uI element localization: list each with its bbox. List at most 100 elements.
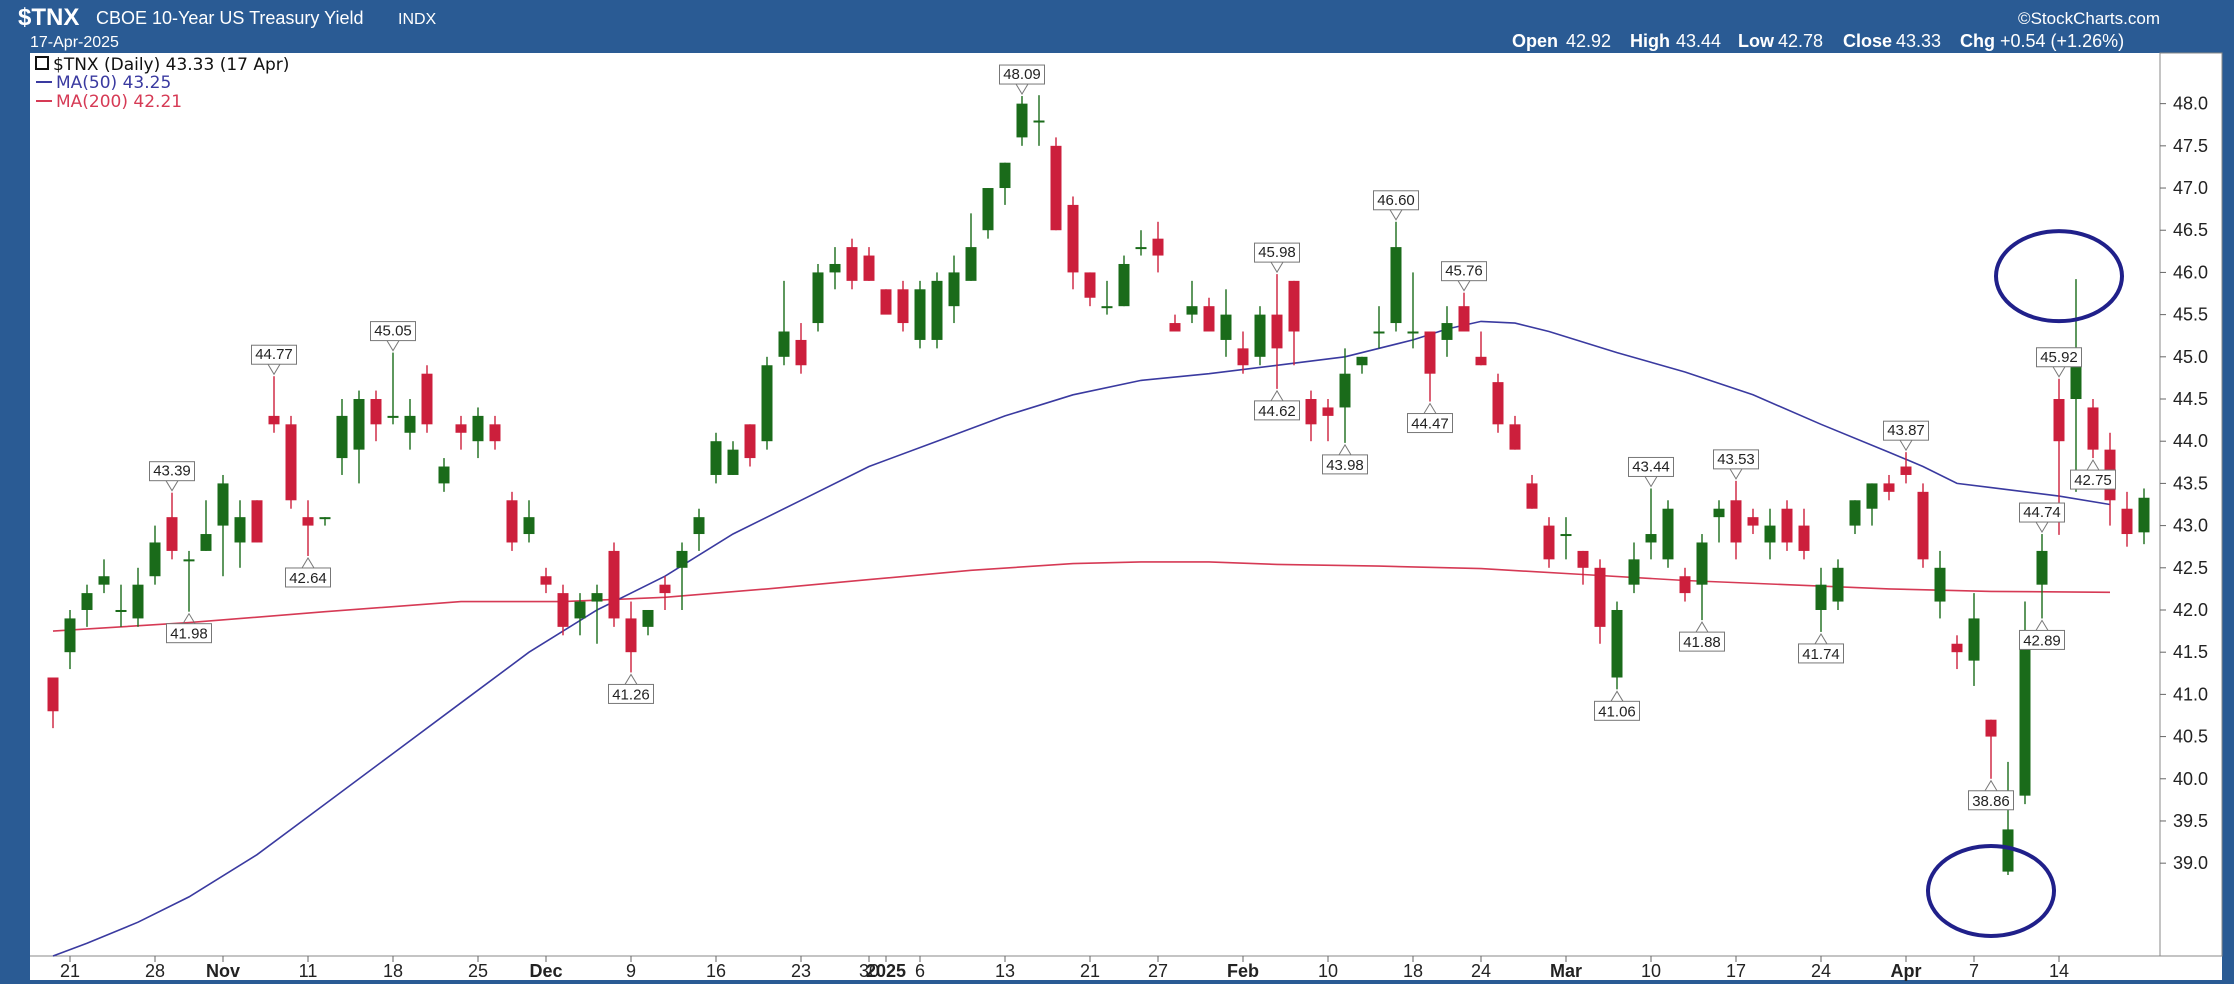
candle: [1475, 331, 1487, 366]
callout-label: 42.64: [289, 570, 327, 587]
candlesticks: [47, 95, 2150, 875]
callout-pointer: [2052, 366, 2066, 378]
callout-box: [1322, 454, 1368, 475]
callout-pointer: [1695, 621, 1709, 633]
candle-body: [1594, 567, 1606, 627]
candle: [880, 289, 892, 315]
candle: [2036, 534, 2048, 619]
candle: [846, 238, 858, 290]
candle: [863, 247, 875, 281]
candle: [1679, 567, 1691, 602]
callout-label: 44.62: [1258, 403, 1296, 420]
price-callout: 38.86: [1968, 779, 2014, 811]
y-tick-label: 46.5: [2173, 220, 2208, 240]
candle: [47, 677, 59, 729]
callout-label: 45.76: [1445, 263, 1483, 280]
candle: [829, 247, 841, 290]
candle-body: [1611, 609, 1623, 678]
candle-body: [1067, 204, 1079, 273]
x-tick-label: 27: [1148, 961, 1168, 981]
candle: [812, 263, 824, 332]
x-tick-label: 10: [1641, 961, 1661, 981]
candle: [1203, 297, 1215, 332]
candle-body: [1509, 424, 1521, 450]
candle: [1441, 306, 1453, 357]
candle: [404, 399, 416, 450]
candle-body: [132, 584, 144, 619]
candle: [336, 399, 348, 475]
candle-body: [1203, 306, 1215, 332]
watermark: ©StockCharts.com: [2018, 9, 2160, 28]
candle-body: [625, 618, 637, 653]
candle-body: [421, 373, 433, 425]
candle: [625, 601, 637, 673]
callout-pointer: [1610, 690, 1624, 702]
candle: [251, 500, 263, 543]
y-tick-label: 45.0: [2173, 347, 2208, 367]
y-tick-label: 46.0: [2173, 262, 2208, 282]
candle-body: [608, 550, 620, 619]
candle: [1696, 534, 1708, 621]
low-highlight-circle: [1926, 843, 2056, 938]
price-callout: 44.62: [1254, 389, 1300, 421]
candle: [1186, 280, 1198, 324]
candle-body: [285, 424, 297, 501]
callout-label: 45.92: [2040, 349, 2078, 366]
price-callout: 43.44: [1628, 456, 1674, 488]
y-tick-label: 42.5: [2173, 558, 2208, 578]
candle-body: [2121, 508, 2133, 535]
price-callout: 43.39: [149, 461, 195, 492]
candle: [132, 567, 144, 627]
candle-body: [1832, 567, 1844, 602]
candle-body: [2002, 829, 2014, 872]
callout-label: 45.05: [374, 323, 412, 340]
plot-area: [30, 53, 2160, 956]
callout-label: 43.87: [1887, 422, 1925, 439]
candle: [897, 280, 909, 332]
callout-box: [2019, 502, 2065, 523]
x-tick-label: Nov: [206, 961, 240, 981]
callout-box: [251, 344, 297, 365]
candle: [387, 352, 399, 425]
candle: [370, 390, 382, 442]
candle-body: [863, 255, 875, 281]
candle: [1713, 500, 1725, 543]
x-tick-label: 21: [1080, 961, 1100, 981]
callout-pointer: [1015, 83, 1029, 96]
candle: [676, 542, 688, 610]
candle: [2121, 491, 2133, 547]
candle-body: [1118, 263, 1130, 307]
callout-pointer: [2035, 619, 2049, 631]
callout-box: [1713, 449, 1759, 470]
candle: [472, 407, 484, 459]
candle: [1356, 356, 1368, 374]
y-tick-label: 47.5: [2173, 136, 2208, 156]
candle-body: [336, 415, 348, 459]
price-callout: 41.98: [166, 612, 212, 644]
header-symbol: $TNX: [18, 4, 79, 31]
candle: [1611, 601, 1623, 690]
x-tick-label: 17: [1726, 961, 1746, 981]
candle: [64, 609, 76, 670]
candle: [1866, 483, 1878, 526]
y-tick-label: 39.5: [2173, 811, 2208, 831]
high-highlight-circle: [1994, 229, 2124, 324]
candle-body: [1526, 483, 1538, 509]
candle-body: [676, 550, 688, 568]
candle-body: [1577, 550, 1589, 568]
callout-label: 41.98: [170, 626, 208, 643]
candle: [1730, 480, 1742, 560]
x-tick-label: 18: [383, 961, 403, 981]
candle: [659, 576, 671, 610]
candle-body: [1968, 618, 1980, 661]
candle: [489, 415, 501, 450]
legend-main-swatch: [35, 56, 49, 70]
callout-box: [1441, 261, 1487, 282]
candle: [1084, 272, 1096, 307]
candle-body: [795, 339, 807, 366]
x-tick-label: 16: [706, 961, 726, 981]
candle: [1968, 593, 1980, 686]
callout-box: [1373, 190, 1419, 211]
callout-pointer: [1423, 402, 1437, 414]
candle: [1594, 559, 1606, 644]
